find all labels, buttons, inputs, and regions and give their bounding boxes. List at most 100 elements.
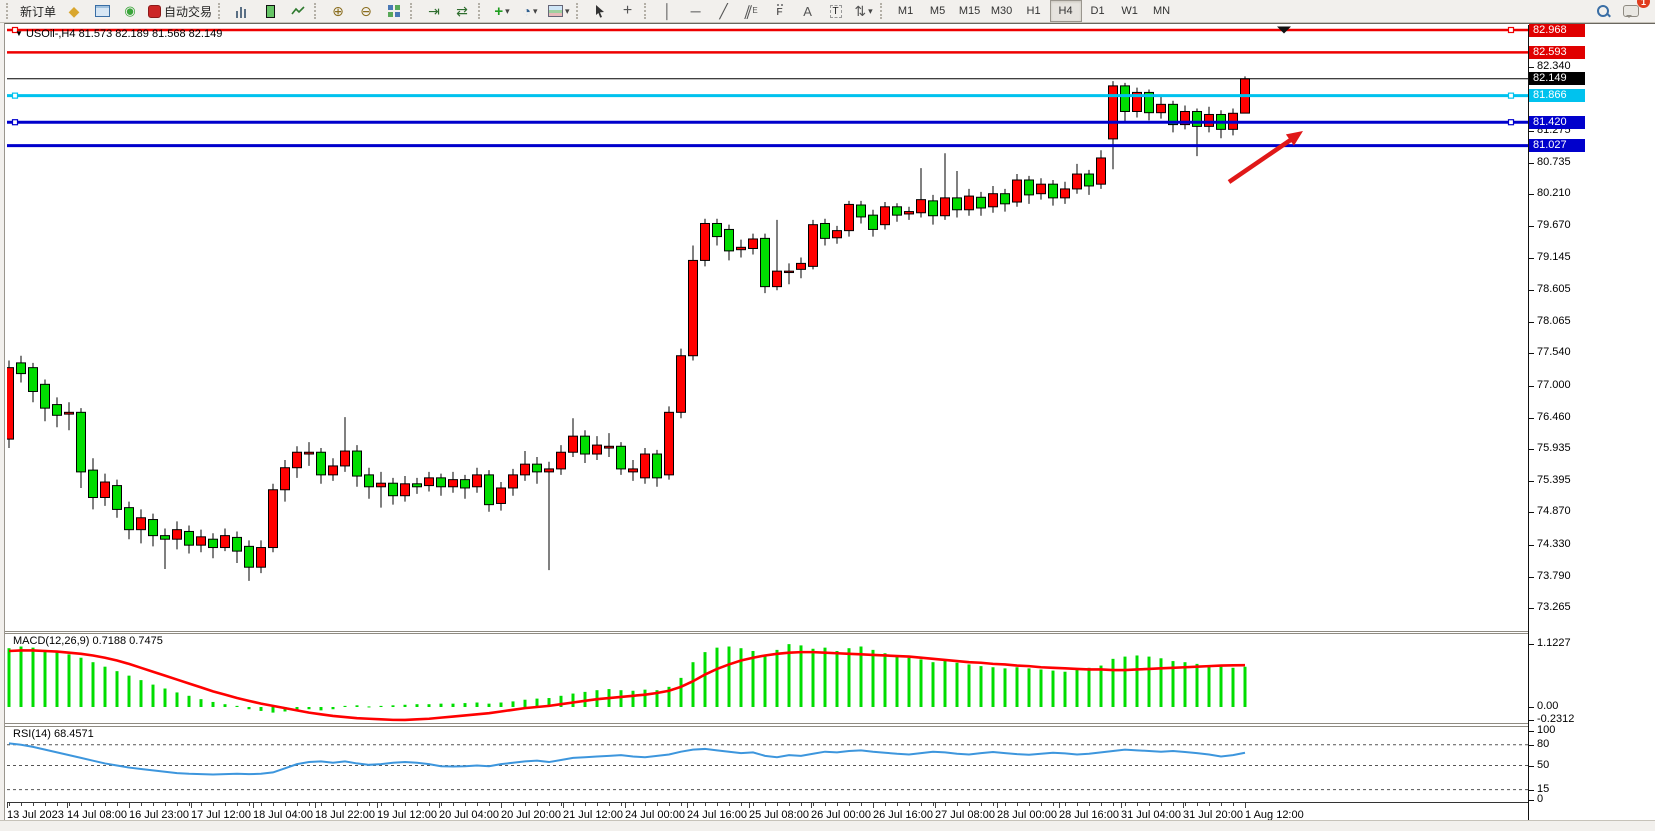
market-watch-button[interactable]: ◆ — [60, 0, 88, 22]
pane-separator[interactable] — [5, 723, 1655, 727]
chart-shift-icon: ⇥ — [428, 3, 440, 19]
arrow-annotation-head[interactable] — [1285, 131, 1303, 146]
fibonacci-button[interactable]: F — [766, 0, 794, 22]
timeframe-button-M15[interactable]: M15 — [958, 5, 981, 17]
cursor-button[interactable] — [586, 0, 614, 22]
toolbar-grip[interactable] — [410, 3, 416, 19]
macd-histogram-bar — [871, 649, 875, 707]
toolbar-grip[interactable] — [314, 3, 320, 19]
time-label: 28 Jul 00:00 — [997, 809, 1057, 821]
bar-chart-button[interactable] — [228, 0, 256, 22]
line-handle[interactable] — [1507, 119, 1515, 126]
macd-tick — [1529, 644, 1534, 646]
periods-button[interactable]: ◔ ▾ — [516, 0, 544, 22]
search-button[interactable] — [1589, 0, 1617, 22]
timeframe-button-D1[interactable]: D1 — [1090, 5, 1105, 17]
arrows-tool-button[interactable]: ⇅ ▾ — [850, 0, 878, 22]
time-tick — [105, 803, 106, 806]
line-chart-button[interactable] — [284, 0, 312, 22]
terminal-button[interactable] — [88, 0, 116, 22]
time-label: 24 Jul 00:00 — [625, 809, 685, 821]
autotrading-button[interactable]: 自动交易 — [144, 0, 216, 22]
candle — [508, 474, 518, 489]
macd-pane[interactable] — [7, 634, 1528, 723]
time-tick — [981, 803, 982, 806]
chevron-down-icon: ▾ — [868, 5, 873, 16]
zoom-out-button[interactable]: ⊖ — [352, 0, 380, 22]
macd-histogram-bar — [223, 704, 227, 707]
macd-histogram-bar — [1183, 662, 1187, 707]
timeframe-button-M30[interactable]: M30 — [990, 5, 1013, 17]
line-handle[interactable] — [11, 92, 19, 99]
down-triangle-marker[interactable] — [1277, 26, 1291, 34]
auto-scroll-button[interactable]: ⇄ — [448, 0, 476, 22]
macd-tick — [1529, 719, 1534, 721]
pane-separator[interactable] — [5, 631, 1655, 634]
candle — [352, 450, 362, 477]
templates-button[interactable]: ▾ — [544, 0, 574, 22]
time-tick — [285, 803, 286, 806]
time-label: 26 Jul 16:00 — [873, 809, 933, 821]
toolbar-grip[interactable] — [879, 3, 886, 19]
price-pane[interactable] — [7, 25, 1528, 631]
candle — [7, 367, 14, 440]
time-tick — [621, 803, 622, 806]
macd-histogram-bar — [55, 652, 59, 707]
toolbar-grip[interactable] — [643, 3, 650, 19]
time-axis[interactable]: 13 Jul 2023 14 Jul 08:00 16 Jul 23:00 17 Ju… — [7, 802, 1528, 821]
zoom-in-button[interactable]: ⊕ — [324, 0, 352, 22]
trendline-button[interactable]: ╱ — [710, 0, 738, 22]
macd-histogram-bar — [31, 647, 35, 707]
macd-histogram-bar — [247, 707, 251, 710]
time-tick — [945, 803, 946, 806]
horizontal-line-button[interactable]: ─ — [682, 0, 710, 22]
timeframe-button-MN[interactable]: MN — [1153, 5, 1171, 17]
line-handle[interactable] — [11, 26, 19, 34]
timeframe-button-M5[interactable]: M5 — [929, 5, 946, 17]
notifications-button[interactable]: 1 — [1617, 0, 1650, 22]
new-order-button[interactable]: 新订单 — [16, 0, 60, 22]
toolbar-grip[interactable] — [478, 3, 484, 19]
macd-histogram-bar — [379, 705, 383, 707]
toolbar-grip[interactable] — [218, 3, 224, 19]
candlestick-chart-button[interactable] — [256, 0, 284, 22]
vertical-line-button[interactable]: │ — [654, 0, 682, 22]
toolbar-grip[interactable] — [575, 3, 582, 19]
time-tick — [1197, 803, 1198, 806]
time-tick — [969, 803, 970, 806]
macd-histogram-bar — [151, 684, 155, 707]
time-tick — [729, 803, 730, 806]
timeframe-button-H1[interactable]: H1 — [1026, 5, 1041, 17]
crosshair-button[interactable]: + — [614, 0, 642, 22]
arrow-annotation[interactable] — [1227, 137, 1294, 184]
timeframe-button-H4[interactable]: H4 — [1049, 0, 1082, 22]
channel-button[interactable]: ∥ E — [738, 0, 766, 22]
time-tick — [573, 803, 574, 806]
rsi-pane[interactable] — [7, 727, 1528, 802]
text-button[interactable]: A — [794, 0, 822, 22]
price-axis[interactable]: 82.88082.34081.27580.73580.21079.67079.1… — [1528, 23, 1655, 821]
macd-histogram-bar — [739, 648, 743, 707]
macd-label: 0.00 — [1537, 700, 1559, 712]
macd-histogram-bar — [187, 695, 191, 707]
chart-collapse-icon[interactable]: ▼ — [15, 29, 23, 38]
fibonacci-icon: F — [776, 4, 783, 18]
macd-histogram-bar — [703, 652, 707, 707]
time-label-tick — [315, 803, 316, 808]
macd-histogram-bar — [967, 664, 971, 707]
line-handle[interactable] — [11, 119, 19, 126]
candle — [292, 451, 302, 469]
arrows-tool-icon: ⇅ — [854, 3, 867, 19]
line-handle[interactable] — [1507, 26, 1515, 34]
indicators-button[interactable]: + ▾ — [488, 0, 516, 22]
toolbar-grip[interactable] — [6, 3, 12, 19]
timeframe-button-M1[interactable]: M1 — [897, 5, 914, 17]
macd-histogram-bar — [991, 667, 995, 707]
timeframe-button-W1[interactable]: W1 — [1121, 5, 1138, 17]
chart-shift-button[interactable]: ⇥ — [420, 0, 448, 22]
text-label-button[interactable]: T — [822, 0, 850, 22]
signal-button[interactable]: ◉ — [116, 0, 144, 22]
line-handle[interactable] — [1507, 92, 1515, 99]
candle — [544, 468, 554, 473]
tile-windows-button[interactable] — [380, 0, 408, 22]
